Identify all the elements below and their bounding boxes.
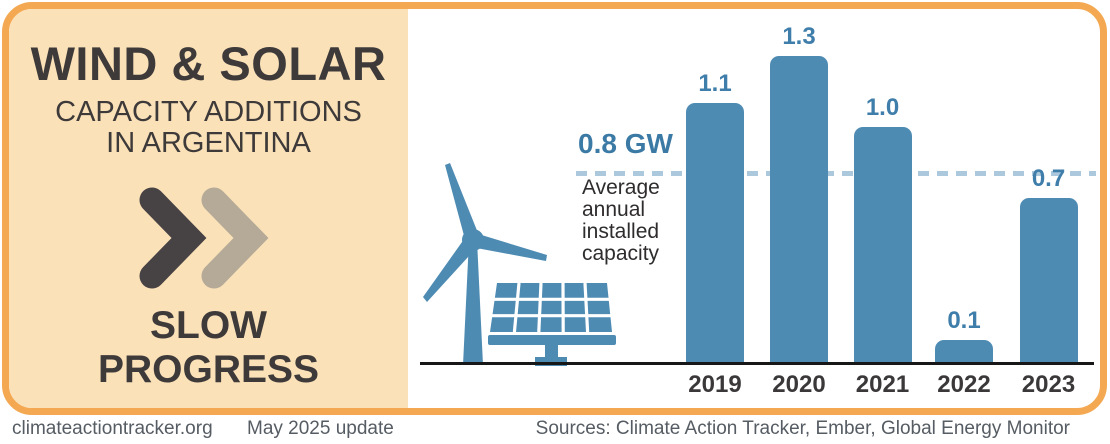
verdict-text: SLOW PROGRESS: [97, 304, 320, 391]
footer-sources: Sources: Climate Action Tracker, Ember, …: [535, 418, 1070, 439]
x-axis-labels: 2019 2020 2021 2022 2023: [0, 371, 1110, 401]
x-axis-label-2019: 2019: [688, 371, 742, 398]
footer-site-url: climateactiontracker.org: [12, 418, 213, 439]
chevron-dark: [139, 187, 207, 289]
x-axis-label-2021: 2021: [855, 371, 910, 398]
x-axis-label-2020: 2020: [772, 371, 826, 398]
solar-panel-icon: [488, 282, 616, 366]
x-axis-label-2023: 2023: [1021, 371, 1076, 398]
chevron-light: [201, 187, 269, 289]
average-description: Average annual installed capacity: [582, 176, 660, 265]
footer-update-date: May 2025 update: [247, 418, 394, 439]
double-chevron-icon: [139, 187, 269, 289]
left-panel: WIND & SOLAR CAPACITY ADDITIONS IN ARGEN…: [9, 9, 408, 408]
wind-turbine-icon: [423, 163, 547, 365]
page-subtitle: CAPACITY ADDITIONS IN ARGENTINA: [55, 96, 362, 159]
x-axis-label-2022: 2022: [937, 371, 991, 398]
average-value-label: 0.8 GW: [578, 128, 673, 159]
average-dashed-line: [576, 171, 1096, 176]
footer: climateactiontracker.org May 2025 update…: [0, 418, 1110, 444]
x-axis-baseline: [420, 362, 1094, 365]
page-title: WIND & SOLAR: [30, 37, 387, 90]
